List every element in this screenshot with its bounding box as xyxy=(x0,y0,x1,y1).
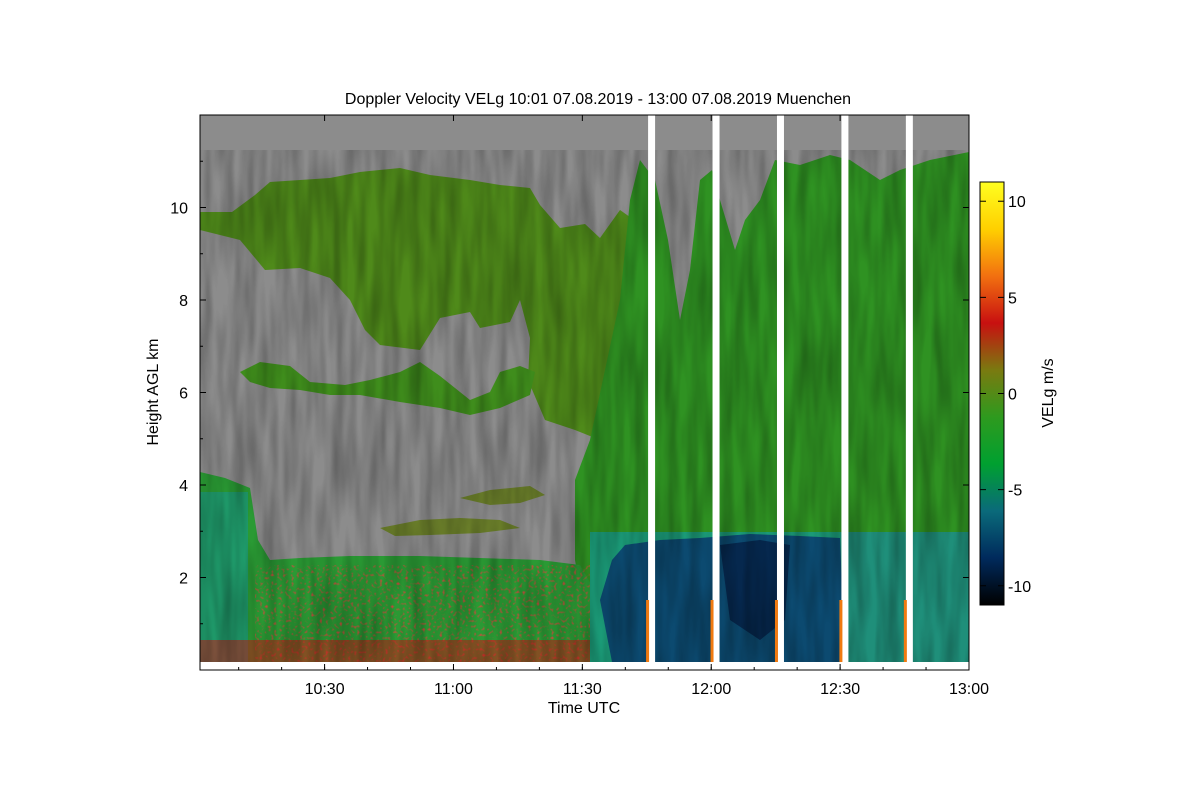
colorbar-label: VELg m/s xyxy=(1040,358,1057,427)
x-tick-label: 12:00 xyxy=(691,681,731,698)
data-gap xyxy=(648,115,656,670)
y-tick-label: 8 xyxy=(179,293,188,310)
plot-area xyxy=(200,115,969,670)
x-tick-label: 13:00 xyxy=(949,681,989,698)
y-tick-label: 4 xyxy=(179,478,188,495)
surface-hotspot xyxy=(774,600,778,662)
x-tick-label: 12:30 xyxy=(820,681,860,698)
data-gap xyxy=(712,115,720,670)
surface-hotspot xyxy=(646,600,650,662)
surface-hotspot xyxy=(903,600,907,662)
chart-title: Doppler Velocity VELg 10:01 07.08.2019 -… xyxy=(345,91,851,108)
y-tick-label: 10 xyxy=(170,201,188,218)
x-axis-label: Time UTC xyxy=(548,700,620,717)
surface-hotspot xyxy=(710,600,714,662)
data-gaps xyxy=(646,115,913,670)
x-tick-label: 11:30 xyxy=(563,681,602,698)
y-axis-label: Height AGL km xyxy=(145,338,162,445)
y-axis: 2 4 6 8 10 xyxy=(170,160,969,625)
x-tick-label: 11:00 xyxy=(434,681,473,698)
colorbar-tick-label: -5 xyxy=(1008,483,1022,500)
colorbar-ticks: 10 5 0 -5 -10 xyxy=(980,194,1031,596)
data-gap xyxy=(905,115,913,670)
colorbar-tick-label: 10 xyxy=(1008,194,1026,211)
data-gap xyxy=(841,115,849,670)
colorbar-tick-label: -10 xyxy=(1008,579,1031,596)
below-range-strip xyxy=(200,662,969,670)
y-tick-label: 2 xyxy=(179,571,188,588)
colorbar-tick-label: 5 xyxy=(1008,290,1017,307)
surface-hotspot xyxy=(839,600,843,662)
data-gap xyxy=(776,115,784,670)
x-tick-label: 10:30 xyxy=(305,681,345,698)
streak-texture xyxy=(200,150,969,662)
x-axis: 10:30 11:00 11:30 12:00 12:30 13:00 xyxy=(238,115,989,698)
colorbar-tick-label: 0 xyxy=(1008,387,1017,404)
y-tick-label: 6 xyxy=(179,386,188,403)
